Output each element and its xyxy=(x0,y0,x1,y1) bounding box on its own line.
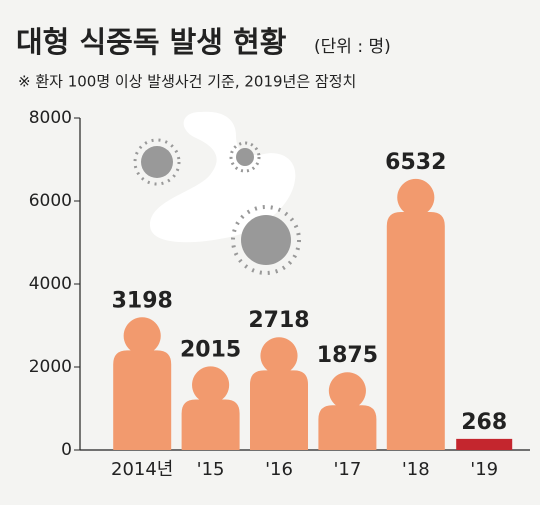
y-tick-label: 4000 xyxy=(29,274,72,294)
chart-note: ※ 환자 100명 이상 발생사건 기준, 2019년은 잠정치 xyxy=(18,73,356,91)
y-tick-label: 6000 xyxy=(29,191,72,211)
bar xyxy=(456,438,513,450)
stomach xyxy=(150,111,296,243)
x-tick-label: '15 xyxy=(197,459,225,480)
bar xyxy=(250,337,308,450)
value-label: 2015 xyxy=(180,337,241,362)
bar xyxy=(386,178,445,450)
bar xyxy=(181,366,240,450)
y-tick-label: 8000 xyxy=(29,108,72,128)
value-label: 6532 xyxy=(385,150,446,175)
bar xyxy=(318,372,377,450)
chart-title: 대형 식중독 발생 현황 xyxy=(16,25,287,59)
value-label: 268 xyxy=(461,410,507,435)
x-tick-label: '18 xyxy=(402,459,430,480)
bar xyxy=(113,317,172,450)
x-tick-label: 2014년 xyxy=(111,459,173,480)
virus xyxy=(133,138,301,275)
value-label: 2718 xyxy=(248,308,309,333)
value-label: 1875 xyxy=(317,343,378,368)
y-tick-label: 0 xyxy=(61,440,72,460)
chart-subtitle: (단위 : 명) xyxy=(314,37,391,57)
value-label: 3198 xyxy=(112,288,173,313)
decoration xyxy=(133,111,301,275)
y-tick-label: 2000 xyxy=(29,357,72,377)
x-tick-label: '17 xyxy=(333,459,361,480)
x-tick-label: '16 xyxy=(265,459,293,480)
x-tick-label: '19 xyxy=(470,459,498,480)
